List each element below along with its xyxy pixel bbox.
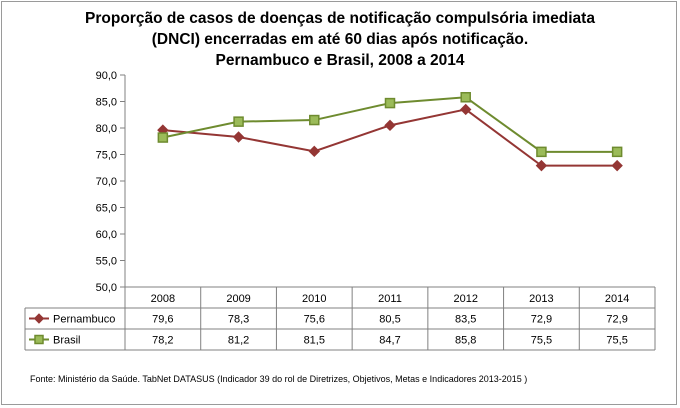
y-tick-label: 80,0 — [96, 123, 117, 135]
data-point-pernambuco — [535, 159, 548, 172]
data-point-brasil — [611, 146, 623, 158]
data-point-brasil — [384, 97, 396, 109]
data-point-pernambuco — [460, 103, 472, 116]
chart-title-line-2: (DNCI) encerradas em até 60 dias após no… — [151, 31, 529, 48]
x-category-label: 2014 — [605, 293, 629, 305]
table-value-brasil: 81,5 — [304, 335, 325, 347]
table-value-brasil: 75,5 — [531, 335, 552, 347]
table-value-pernambuco: 75,6 — [304, 314, 325, 326]
data-point-pernambuco — [232, 131, 245, 143]
data-point-brasil — [309, 114, 320, 126]
x-category-label: 2008 — [151, 293, 175, 305]
table-value-pernambuco: 78,3 — [228, 314, 249, 326]
source-note: Fonte: Ministério da Saúde. TabNet DATAS… — [30, 374, 528, 384]
table-value-pernambuco: 83,5 — [455, 314, 476, 326]
table-value-brasil: 81,2 — [228, 335, 249, 347]
data-point-brasil — [157, 132, 169, 143]
table-value-pernambuco: 72,9 — [606, 314, 627, 326]
y-tick-label: 50,0 — [96, 282, 117, 294]
y-tick-label: 55,0 — [96, 256, 117, 268]
y-tick-label: 90,0 — [96, 70, 117, 82]
y-tick-label: 60,0 — [96, 229, 117, 241]
chart-title-line-3: Pernambuco e Brasil, 2008 a 2014 — [215, 52, 465, 69]
y-tick-label: 70,0 — [96, 176, 117, 188]
legend-label-brasil: Brasil — [53, 335, 81, 347]
chart-title: Proporção de casos de doenças de notific… — [0, 8, 680, 71]
chart-title-line-1: Proporção de casos de doenças de notific… — [85, 10, 595, 27]
table-value-brasil: 84,7 — [379, 335, 400, 347]
data-point-brasil — [460, 92, 471, 103]
y-tick-label: 65,0 — [96, 203, 117, 215]
x-category-label: 2013 — [529, 293, 553, 305]
data-point-brasil — [233, 116, 244, 127]
series-line-pernambuco — [162, 108, 618, 167]
data-point-pernambuco — [611, 159, 623, 172]
table-value-brasil: 75,5 — [606, 335, 627, 347]
y-tick-label: 75,0 — [96, 150, 117, 162]
table-value-pernambuco: 72,9 — [531, 314, 552, 326]
table-value-pernambuco: 79,6 — [152, 314, 173, 326]
table-value-brasil: 78,2 — [152, 335, 173, 347]
data-point-pernambuco — [308, 145, 320, 158]
data-point-pernambuco — [384, 119, 396, 132]
data-point-brasil — [536, 146, 547, 158]
legend-key-marker-brasil — [34, 334, 44, 345]
legend-label-pernambuco: Pernambuco — [53, 314, 115, 326]
x-category-label: 2012 — [453, 293, 477, 305]
table-value-brasil: 85,8 — [455, 335, 476, 347]
x-category-label: 2009 — [226, 293, 250, 305]
legend-key-marker-pernambuco — [33, 313, 45, 324]
x-category-label: 2011 — [378, 293, 402, 305]
x-category-label: 2010 — [302, 293, 326, 305]
table-value-pernambuco: 80,5 — [379, 314, 400, 326]
y-tick-label: 85,0 — [96, 97, 117, 109]
